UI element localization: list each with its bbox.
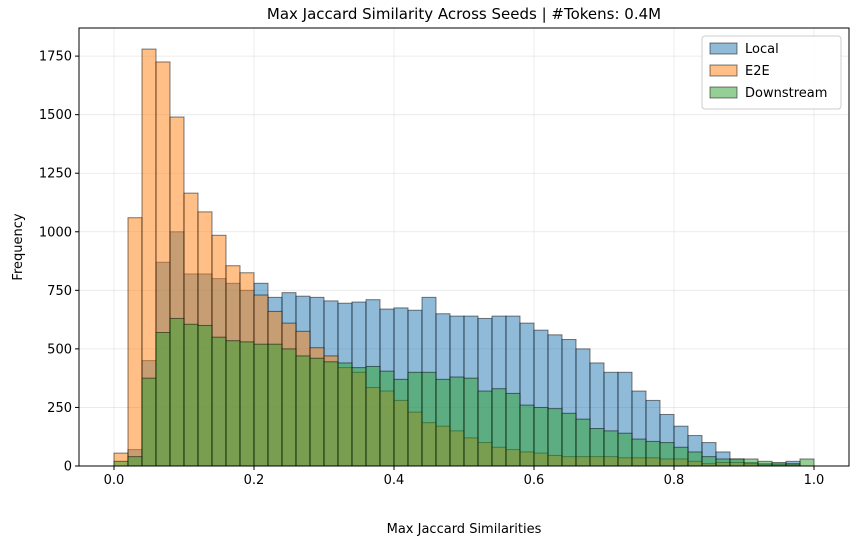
- bar-downstream: [337, 362, 353, 467]
- bar-downstream: [421, 371, 437, 467]
- plot-frame: [78, 27, 850, 467]
- bar-downstream: [113, 460, 129, 467]
- x-tick-label: 0.8: [664, 473, 685, 488]
- bar-downstream: [687, 451, 703, 467]
- legend-swatch-local: [709, 42, 738, 55]
- bar-downstream: [183, 323, 199, 467]
- bar-downstream: [169, 317, 185, 467]
- bar-e2e: [127, 217, 143, 467]
- bar-downstream: [323, 361, 339, 467]
- chart-title: Max Jaccard Similarity Across Seeds | #T…: [267, 5, 661, 23]
- bar-downstream: [757, 460, 773, 467]
- bar-downstream: [771, 461, 787, 467]
- bar-downstream: [351, 367, 367, 467]
- bar-downstream: [155, 331, 171, 467]
- bar-downstream: [589, 428, 605, 467]
- bar-downstream: [575, 418, 591, 467]
- y-tick-label: 1750: [39, 50, 72, 65]
- bar-downstream: [617, 432, 633, 467]
- bar-downstream: [547, 408, 563, 467]
- bar-downstream: [533, 406, 549, 467]
- bar-downstream: [239, 341, 255, 467]
- bar-downstream: [295, 355, 311, 467]
- bar-downstream: [477, 390, 493, 467]
- y-axis-label: Frequency: [11, 213, 26, 280]
- x-tick-label: 1.0: [804, 473, 825, 488]
- x-tick-label: 0.0: [104, 473, 125, 488]
- bar-downstream: [379, 370, 395, 467]
- y-tick-label: 250: [47, 401, 72, 416]
- bar-downstream: [211, 336, 227, 467]
- bars: [113, 48, 815, 467]
- x-tick-label: 0.4: [384, 473, 405, 488]
- bar-downstream: [561, 412, 577, 467]
- bar-downstream: [127, 456, 143, 467]
- x-tick-label: 0.6: [524, 473, 545, 488]
- bar-downstream: [645, 440, 661, 467]
- bar-downstream: [673, 446, 689, 467]
- legend-label-local: Local: [745, 42, 779, 57]
- legend: Local E2E Downstream: [701, 35, 842, 110]
- bar-downstream: [463, 377, 479, 467]
- axis-ticks: 0.0 0.2 0.4 0.6 0.8 1.0 0 250 500 750 1000 1250 1500…: [39, 50, 824, 488]
- bar-downstream: [631, 438, 647, 467]
- bar-downstream: [743, 458, 759, 467]
- bar-downstream: [491, 388, 507, 467]
- legend-label-e2e: E2E: [745, 64, 770, 79]
- legend-swatch-downstream: [709, 86, 738, 99]
- legend-label-downstream: Downstream: [745, 86, 827, 101]
- bar-downstream: [603, 430, 619, 467]
- bar-downstream: [407, 371, 423, 467]
- bar-downstream: [267, 343, 283, 467]
- bar-downstream: [309, 357, 325, 467]
- bar-downstream: [197, 324, 213, 467]
- y-tick-label: 500: [47, 342, 72, 357]
- legend-swatch-e2e: [709, 64, 738, 77]
- bar-downstream: [435, 378, 451, 467]
- bar-downstream: [393, 378, 409, 467]
- bar-downstream: [449, 376, 465, 467]
- bar-downstream: [281, 348, 297, 467]
- bar-downstream: [365, 365, 381, 467]
- bar-downstream: [225, 340, 241, 467]
- bar-downstream: [659, 442, 675, 467]
- bar-downstream: [729, 458, 745, 467]
- bar-downstream: [799, 458, 815, 467]
- y-tick-label: 0: [64, 460, 72, 475]
- bar-downstream: [141, 377, 157, 467]
- x-axis-label: Max Jaccard Similarities: [387, 522, 542, 537]
- bar-downstream: [505, 392, 521, 467]
- y-tick-label: 750: [47, 284, 72, 299]
- bar-downstream: [519, 404, 535, 467]
- y-tick-label: 1000: [39, 225, 72, 240]
- x-tick-label: 0.2: [244, 473, 265, 488]
- bar-downstream: [715, 458, 731, 467]
- y-tick-label: 1250: [39, 167, 72, 182]
- y-tick-label: 1500: [39, 108, 72, 123]
- bar-downstream: [701, 456, 717, 467]
- bar-downstream: [253, 343, 269, 467]
